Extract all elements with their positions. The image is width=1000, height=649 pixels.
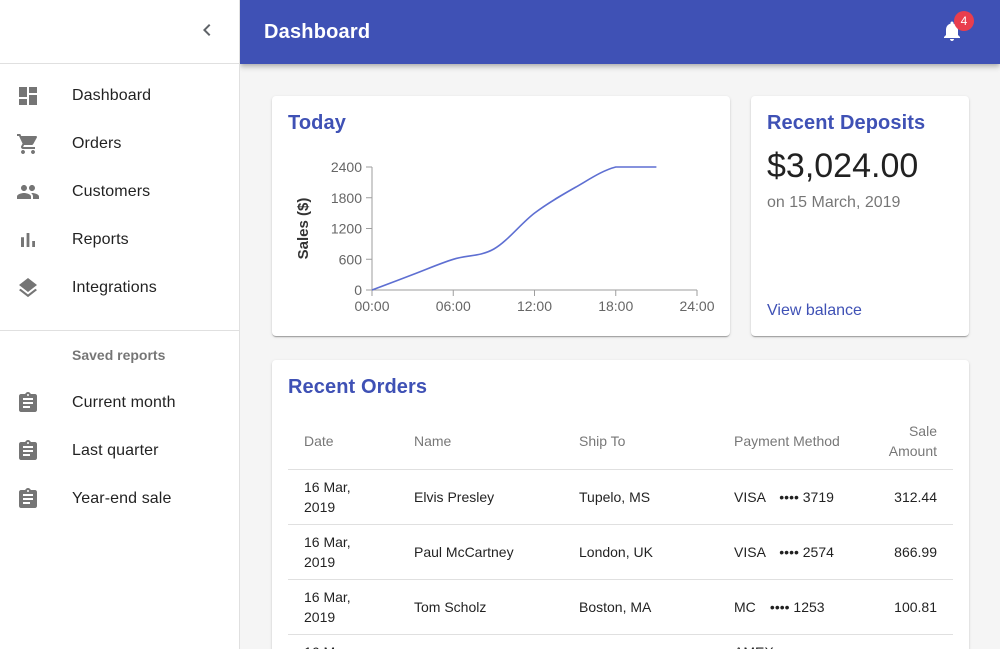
sales-chart: 0 600 1200 1800 2400 00:00 06:00 12:00 18:00 24:0… [288,150,715,325]
order-cell-amount: 866.99 [852,524,953,580]
people-icon [16,180,72,204]
column-header-ship-to: Ship To [563,413,718,470]
bar-chart-icon [16,228,72,252]
column-header-sale-amount: Sale Amount [852,413,953,470]
sidebar-item-customers[interactable]: Customers [0,168,239,216]
sidebar-item-label: Year-end sale [72,490,172,507]
order-cell-ship: Gary, IN [563,634,718,649]
view-balance-link[interactable]: View balance [767,302,862,319]
column-header-name: Name [398,413,563,470]
svg-text:12:00: 12:00 [517,298,552,314]
today-sales-card: Today 0 600 1200 1800 2400 00:00 06:00 12:00 18:… [272,96,730,336]
recent-deposits-card: Recent Deposits $3,024.00 on 15 March, 2… [751,96,969,336]
sales-line-series [371,166,657,291]
svg-text:1200: 1200 [331,221,362,237]
collapse-sidebar-button[interactable] [183,8,231,56]
order-cell-date: 16 Mar, 2019 [288,469,398,525]
order-cell-name: Tom Scholz [398,579,563,635]
svg-text:0: 0 [354,282,362,298]
assignment-icon [16,487,72,511]
order-cell-payment: VISA ⠀•••• 3719 [718,469,852,525]
order-cell-name: Michael Jackson [398,634,563,649]
sidebar-item-label: Current month [72,394,176,411]
svg-text:2400: 2400 [331,159,362,175]
layers-icon [16,276,72,300]
order-row: 16 Mar, 2019Michael JacksonGary, INAMEX … [288,634,953,649]
orders-table-header-row: Date Name Ship To Payment Method Sale Amount [288,413,953,470]
deposit-date: on 15 March, 2019 [767,194,901,211]
orders-table: Date Name Ship To Payment Method Sale Amount… [288,413,953,649]
sidebar-item-label: Dashboard [72,87,152,104]
sidebar-item-label: Orders [72,135,122,152]
order-cell-ship: Boston, MA [563,579,718,635]
order-cell-date: 16 Mar, 2019 [288,634,398,649]
y-axis-label: Sales ($) [295,198,312,260]
order-cell-ship: London, UK [563,524,718,580]
sidebar-saved-nav: Current month Last quarter Year-end sale [0,379,239,523]
sidebar-item-integrations[interactable]: Integrations [0,264,239,312]
order-row: 16 Mar, 2019 Paul McCartney London, UK VISA… [288,524,953,580]
order-cell-date: 16 Mar, 2019 [288,524,398,580]
today-card-title: Today [288,112,346,134]
svg-text:18:00: 18:00 [598,298,633,314]
order-row: 16 Mar, 2019 Tom Scholz Boston, MA MC ⠀••••… [288,579,953,635]
sidebar-item-current-month[interactable]: Current month [0,379,239,427]
sidebar-item-label: Integrations [72,279,157,296]
order-cell-amount: 654.39 [852,634,953,649]
dashboard-icon [16,84,72,108]
svg-text:00:00: 00:00 [354,298,389,314]
assignment-icon [16,391,72,415]
main-content: Today 0 600 1200 1800 2400 00:00 06:00 12:00 18:… [240,64,1000,649]
svg-text:24:00: 24:00 [679,298,714,314]
sidebar-item-label: Last quarter [72,442,159,459]
appbar: Dashboard 4 [240,0,1000,64]
sidebar-item-reports[interactable]: Reports [0,216,239,264]
order-cell-date: 16 Mar, 2019 [288,579,398,635]
recent-orders-card: Recent Orders Date Name Ship To Payment Met… [272,360,969,649]
order-cell-ship: Tupelo, MS [563,469,718,525]
order-cell-amount: 100.81 [852,579,953,635]
deposits-card-title: Recent Deposits [767,112,926,134]
page-title: Dashboard [264,20,371,43]
order-cell-name: Elvis Presley [398,469,563,525]
chevron-left-icon [195,18,219,45]
sales-line-chart: 0 600 1200 1800 2400 00:00 06:00 12:00 18:00 24:0… [295,159,715,314]
sidebar-divider [0,330,239,331]
svg-text:600: 600 [339,251,363,267]
column-header-payment-method: Payment Method [718,413,852,470]
sidebar: Dashboard Orders Customers Reports Integrati… [0,0,240,649]
sidebar-main-nav: Dashboard Orders Customers Reports Integrati… [0,64,239,312]
order-cell-payment: VISA ⠀•••• 2574 [718,524,852,580]
sidebar-item-label: Reports [72,231,129,248]
shopping-cart-icon [16,132,72,156]
svg-text:1800: 1800 [331,190,362,206]
orders-card-title: Recent Orders [288,376,428,398]
deposit-amount: $3,024.00 [767,147,919,185]
notification-badge: 4 [954,11,974,31]
sidebar-item-dashboard[interactable]: Dashboard [0,72,239,120]
sidebar-item-last-quarter[interactable]: Last quarter [0,427,239,475]
order-cell-amount: 312.44 [852,469,953,525]
order-cell-name: Paul McCartney [398,524,563,580]
assignment-icon [16,439,72,463]
saved-reports-header: Saved reports [72,347,166,363]
sidebar-item-year-end-sale[interactable]: Year-end sale [0,475,239,523]
sidebar-item-orders[interactable]: Orders [0,120,239,168]
drawer-header [0,0,239,64]
order-cell-payment: MC ⠀•••• 1253 [718,579,852,635]
svg-text:06:00: 06:00 [436,298,471,314]
order-row: 16 Mar, 2019 Elvis Presley Tupelo, MS VISA … [288,469,953,525]
order-cell-payment: AMEX ⠀•••• 2000 [718,634,852,649]
notifications-button[interactable]: 4 [928,8,976,56]
sidebar-item-label: Customers [72,183,151,200]
column-header-date: Date [288,413,398,470]
